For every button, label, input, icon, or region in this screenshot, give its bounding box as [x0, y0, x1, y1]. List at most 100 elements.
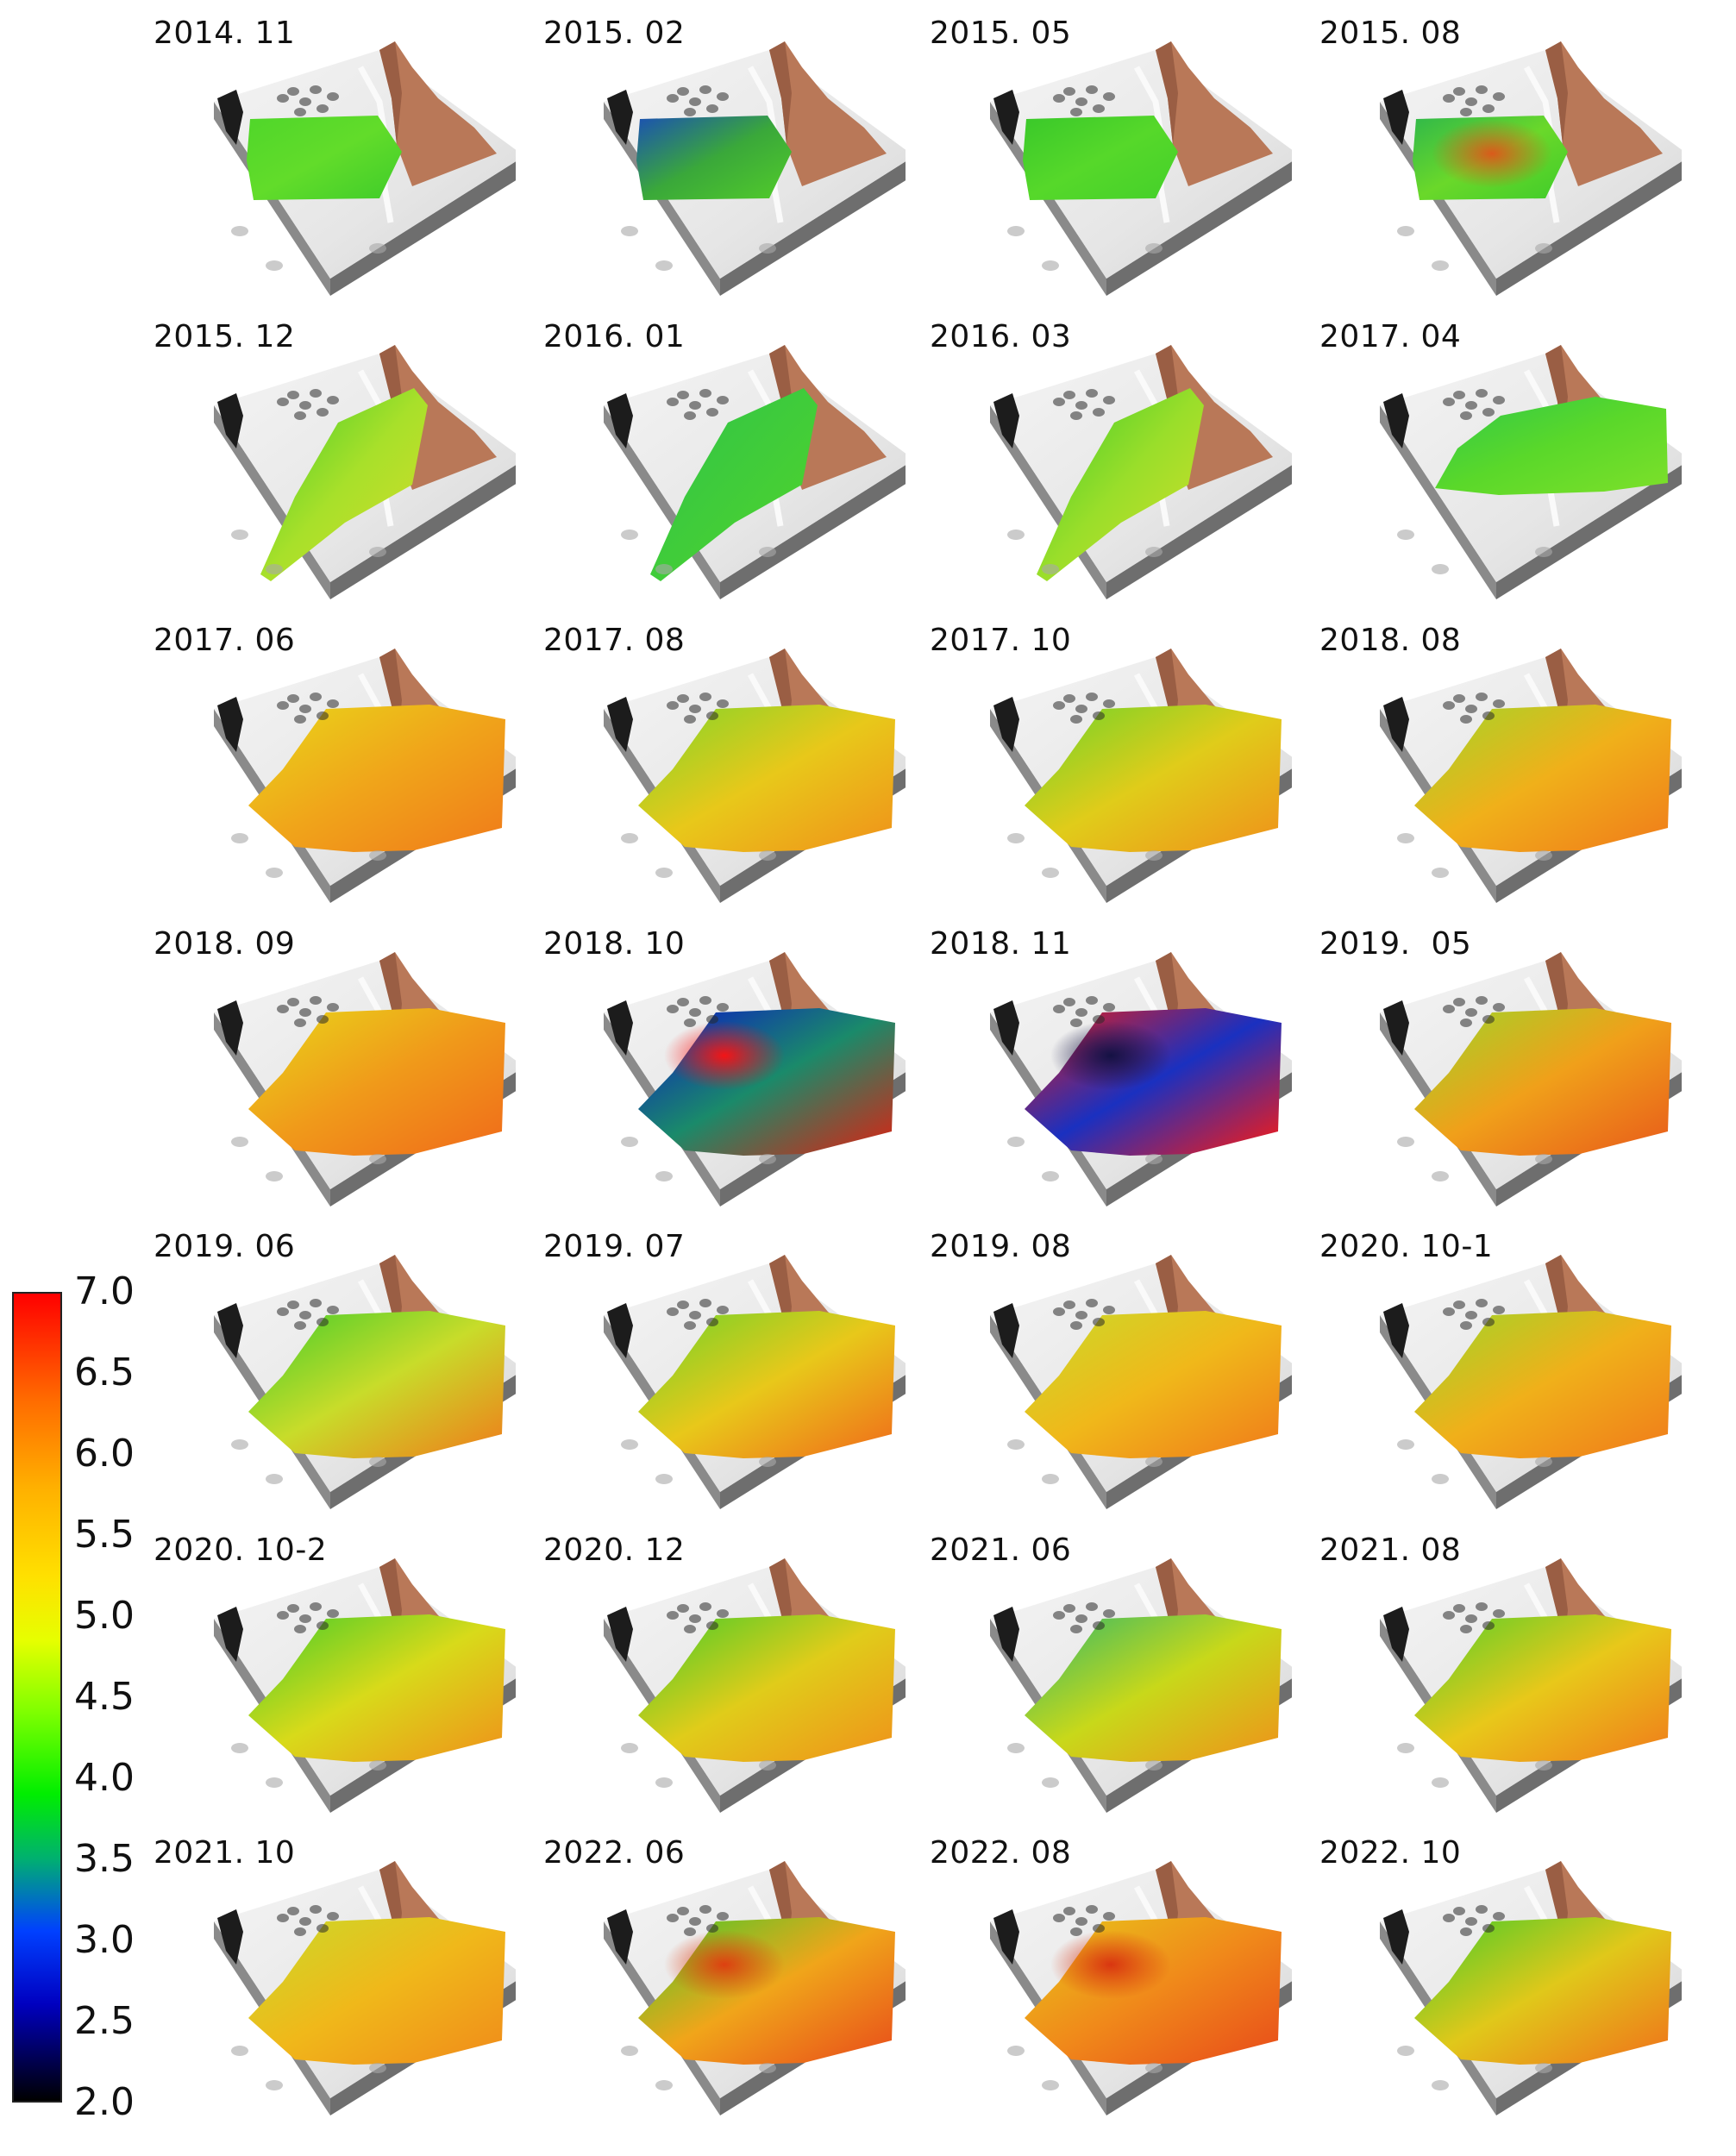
terrain-block [990, 1255, 1292, 1509]
crater-rock [1460, 108, 1472, 116]
crater-rock [1063, 391, 1075, 399]
crater-rock [1070, 108, 1082, 116]
terrain-block [214, 952, 516, 1206]
terrain-block [214, 1255, 516, 1509]
crater-rock [1443, 1611, 1455, 1620]
terrain-bump [1432, 1777, 1449, 1788]
measurement-patch [248, 1311, 505, 1458]
crater-rock [277, 94, 289, 103]
colorbar-tick-label: 2.0 [74, 2080, 135, 2124]
panel-date-label: 2020. 10-1 [1319, 1229, 1494, 1264]
panel-date-label: 2019. 07 [543, 1229, 686, 1264]
crater-rock [287, 998, 299, 1006]
crater-rock [1465, 1917, 1477, 1926]
terrain-bump [1397, 226, 1414, 236]
terrain-bump [369, 850, 386, 861]
dark-ridge [993, 697, 1019, 752]
terrain-bump [1007, 530, 1025, 540]
panel-date-label: 2021. 06 [930, 1532, 1072, 1568]
crater-rock [1053, 398, 1065, 406]
crater-rock [689, 1311, 701, 1319]
crater-rock [1086, 389, 1098, 398]
terrain-bump [1535, 1760, 1552, 1771]
crater-rock [1460, 1018, 1472, 1027]
measurement-patch [636, 116, 792, 200]
terrain-bump [1007, 226, 1025, 236]
dark-ridge [217, 1909, 243, 1965]
colorbar [12, 1292, 62, 2103]
terrain-bump [369, 243, 386, 254]
panel-date-label: 2018. 08 [1319, 623, 1462, 658]
mountain-slope [1156, 41, 1273, 186]
panel-date-label: 2021. 10 [154, 1835, 296, 1871]
panel-date-label: 2015. 05 [930, 16, 1072, 51]
crater-rock [689, 1008, 701, 1017]
block-side-right [1496, 465, 1682, 599]
crater-rock [1493, 1306, 1505, 1314]
crater-rock [1482, 711, 1495, 720]
panel-date-label: 2015. 12 [154, 319, 296, 354]
dark-ridge [1383, 1303, 1409, 1358]
terrain-block [604, 952, 906, 1206]
crater-rock [1453, 391, 1465, 399]
colorbar-tick-label: 4.5 [74, 1675, 135, 1719]
crater-rock [1093, 711, 1105, 720]
terrain-bump [1397, 1743, 1414, 1753]
map-panel: 2020. 12 [543, 1532, 906, 1826]
terrain-bump [1432, 564, 1449, 574]
terrain-bump [621, 833, 638, 843]
crater-rock [667, 1914, 679, 1922]
terrain-bump [655, 1777, 673, 1788]
terrain-bump [1145, 1760, 1163, 1771]
crater-rock [1075, 1917, 1087, 1926]
crater-rock [684, 1018, 696, 1027]
crater-rock [310, 389, 322, 398]
terrain-block [604, 649, 906, 903]
dark-ridge [1383, 1000, 1409, 1056]
crater-rock [310, 85, 322, 94]
crater-rock [1453, 87, 1465, 96]
terrain-bump [1397, 833, 1414, 843]
mountain-shadow [1545, 41, 1568, 145]
crater-rock [1465, 1311, 1477, 1319]
anomaly-spot [664, 1930, 785, 1999]
crater-rock [1443, 398, 1455, 406]
measurement-patch [1414, 1311, 1671, 1458]
crater-rock [699, 693, 711, 701]
crater-rock [1443, 701, 1455, 710]
terrain-block [1380, 952, 1682, 1206]
map-panel: 2016. 03 [930, 319, 1292, 612]
terrain-bump [369, 1154, 386, 1164]
terrain-bump [231, 1743, 248, 1753]
crater-rock [1075, 1614, 1087, 1623]
terrain-block [214, 649, 516, 903]
crater-rock [327, 1609, 339, 1618]
crater-rock [327, 699, 339, 708]
anomaly-spot [1050, 1930, 1171, 1999]
crater-rock [1053, 1914, 1065, 1922]
terrain-bump [621, 530, 638, 540]
crater-rock [1476, 693, 1488, 701]
terrain-bump [1535, 2063, 1552, 2073]
crater-rock [327, 1003, 339, 1012]
terrain-bump [1535, 1457, 1552, 1467]
terrain-bump [621, 2046, 638, 2056]
terrain-block [1380, 1255, 1682, 1509]
crater-rock [706, 1924, 718, 1933]
crater-rock [717, 1609, 729, 1618]
terrain-bump [1397, 1137, 1414, 1147]
crater-rock [1075, 1008, 1087, 1017]
dark-ridge [217, 1607, 243, 1662]
crater-rock [294, 1927, 306, 1936]
crater-rock [1460, 1625, 1472, 1633]
crater-rock [677, 1907, 689, 1915]
terrain-bump [1007, 833, 1025, 843]
terrain-bump [759, 1154, 776, 1164]
crater-rock [1053, 1611, 1065, 1620]
terrain-bump [759, 243, 776, 254]
terrain-bump [621, 1743, 638, 1753]
crater-rock [1482, 1924, 1495, 1933]
crater-rock [717, 396, 729, 404]
crater-rock [667, 701, 679, 710]
crater-rock [1103, 1609, 1115, 1618]
